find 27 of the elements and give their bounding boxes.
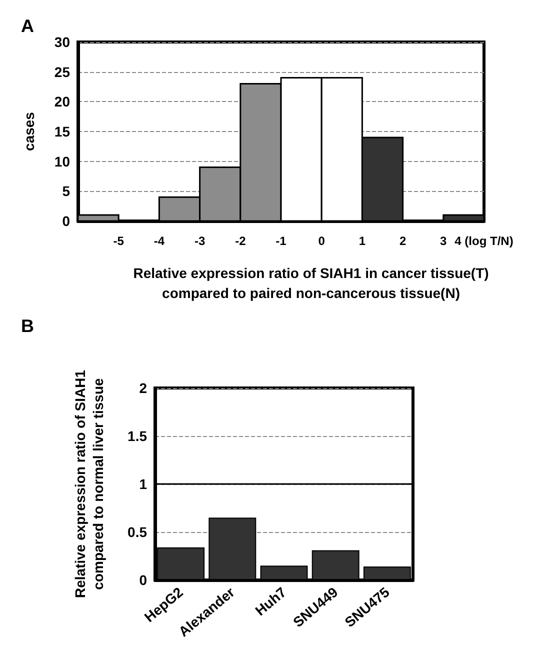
x-tick-label: -2	[235, 234, 246, 248]
y-tick-label: 1.5	[128, 428, 148, 444]
y-tick-label: 0	[62, 213, 70, 229]
x-tick-label: 3	[440, 234, 448, 248]
x-tick-label: 1	[358, 234, 366, 248]
chart-title: A	[21, 16, 34, 36]
y-tick-label: 15	[54, 124, 70, 140]
x-tick-label: 2	[399, 234, 406, 248]
y-tick-label: 1	[139, 476, 148, 492]
y-tick-label: 10	[54, 153, 70, 170]
y-tick-label: 20	[54, 94, 70, 110]
y-tick-label: 0	[139, 572, 148, 588]
x-tick-label: 0	[318, 234, 326, 248]
x-tick-label: 4 (log T/N)	[454, 234, 514, 248]
chart-title: B	[21, 316, 34, 336]
y-tick-label: 0.5	[128, 524, 148, 540]
x-tick-label: -5	[113, 234, 124, 248]
y-tick-label: 25	[54, 64, 70, 80]
y-tick-label: 5	[62, 183, 70, 200]
x-tick-label: -4	[154, 234, 165, 248]
y-axis-title: cases	[21, 112, 37, 151]
x-axis-title: Relative expression ratio of SIAH1 in cancer tissue(T) compared to paired non-cancerous tissue(N)	[133, 265, 489, 301]
y-tick-label: 30	[54, 34, 70, 50]
y-tick-label: 2	[139, 380, 148, 396]
x-tick-label: -3	[194, 234, 206, 248]
x-tick-label: -1	[276, 234, 287, 248]
y-axis-title: Relative expression ratio of SIAH1 compared to normal liver tissue	[72, 370, 106, 598]
